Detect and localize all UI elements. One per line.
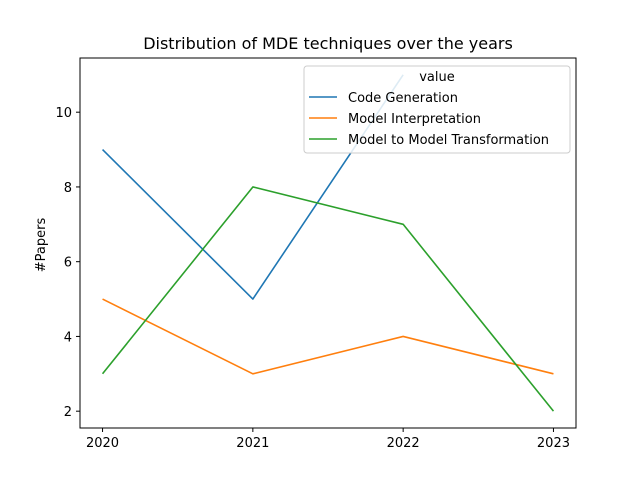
legend-label: Code Generation: [348, 91, 458, 106]
legend-label: Model to Model Transformation: [348, 133, 549, 148]
y-tick-label: 10: [55, 106, 72, 121]
chart-title: Distribution of MDE techniques over the …: [143, 34, 513, 53]
series-line-model-to-model-transformation: [101, 186, 555, 412]
y-tick-label: 8: [64, 181, 72, 196]
legend-box: [303, 65, 571, 154]
x-tick-label: 2023: [537, 436, 570, 451]
x-tick-label: 2021: [236, 436, 269, 451]
x-tick-label: 2020: [86, 436, 119, 451]
y-tick-label: 2: [64, 405, 72, 420]
x-tick-label: 2022: [387, 436, 420, 451]
y-tick-label: 6: [64, 256, 72, 271]
legend: value Code Generation Model Interpretation…: [303, 65, 571, 154]
series-line-model-interpretation: [102, 298, 554, 375]
plot-area: 2020 2021 2022 2023 2 4 6 8 10: [55, 74, 570, 451]
y-tick-label: 4: [64, 330, 72, 345]
legend-title: value: [419, 70, 455, 85]
legend-label: Model Interpretation: [348, 112, 481, 127]
plot-frame: [79, 57, 577, 429]
y-axis-label: #Papers: [34, 218, 49, 273]
